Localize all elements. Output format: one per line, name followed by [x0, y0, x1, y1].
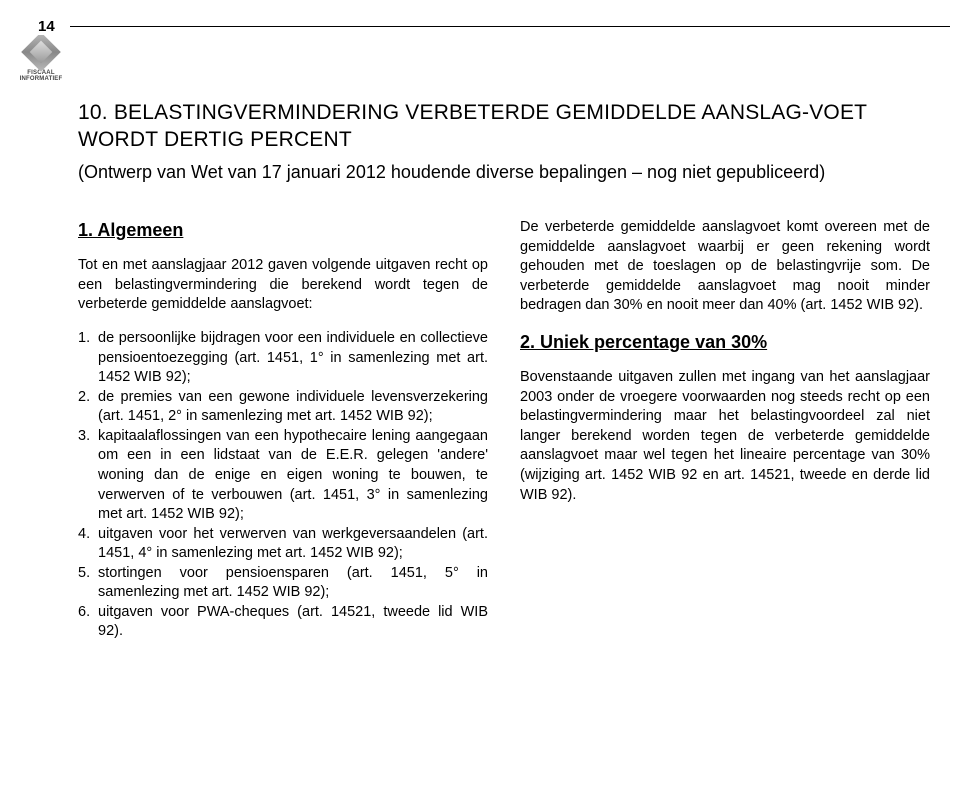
- section-title-2: 2. Uniek percentage van 30%: [520, 330, 930, 354]
- list-item: uitgaven voor het verwerven van werkgeve…: [78, 525, 488, 564]
- intro-paragraph: Tot en met aanslagjaar 2012 gaven volgen…: [78, 256, 488, 315]
- list-item: uitgaven voor PWA-cheques (art. 14521, t…: [78, 603, 488, 642]
- section-title-1: 1. Algemeen: [78, 218, 488, 242]
- page-header: 14: [34, 18, 59, 35]
- two-column-layout: 1. Algemeen Tot en met aanslagjaar 2012 …: [78, 218, 930, 642]
- right-column: De verbeterde gemiddelde aanslagvoet kom…: [520, 218, 930, 642]
- list-item: de persoonlijke bijdragen voor een indiv…: [78, 329, 488, 388]
- left-column: 1. Algemeen Tot en met aanslagjaar 2012 …: [78, 218, 488, 642]
- list-item: kapitaalaflossingen van een hypothecaire…: [78, 427, 488, 525]
- header-rule: [70, 26, 950, 27]
- numbered-list: de persoonlijke bijdragen voor een indiv…: [78, 329, 488, 642]
- right-para-1: De verbeterde gemiddelde aanslagvoet kom…: [520, 218, 930, 316]
- logo-line2: INFORMATIEF: [10, 76, 72, 82]
- right-para-2: Bovenstaande uitgaven zullen met ingang …: [520, 368, 930, 505]
- page-number: 14: [34, 18, 59, 35]
- heading-text: 10. BELASTINGVERMINDERING VERBETERDE GEM…: [78, 101, 867, 151]
- subtitle: (Ontwerp van Wet van 17 januari 2012 hou…: [78, 160, 930, 184]
- diamond-icon: [21, 32, 61, 72]
- list-item: de premies van een gewone individuele le…: [78, 388, 488, 427]
- main-heading: 10. BELASTINGVERMINDERING VERBETERDE GEM…: [78, 100, 930, 154]
- page-content: 10. BELASTINGVERMINDERING VERBETERDE GEM…: [78, 100, 930, 642]
- list-item: stortingen voor pensioensparen (art. 145…: [78, 564, 488, 603]
- brand-logo: FISCAAL INFORMATIEF: [10, 38, 72, 82]
